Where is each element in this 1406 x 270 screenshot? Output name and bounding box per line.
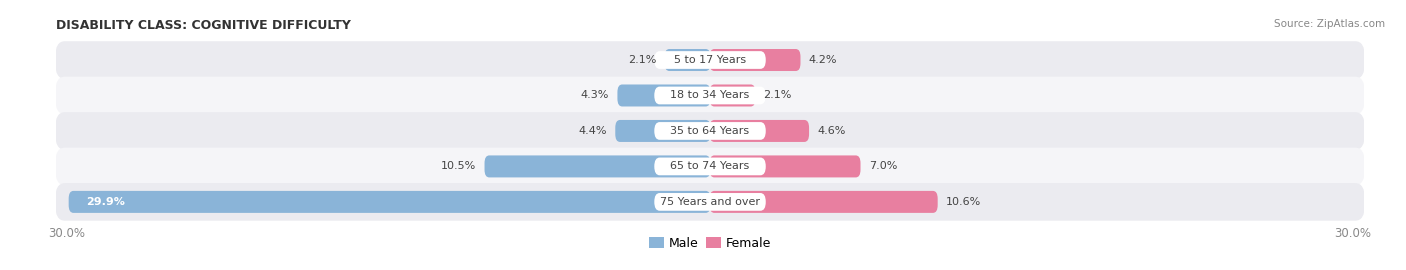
Text: 2.1%: 2.1% (628, 55, 657, 65)
FancyBboxPatch shape (654, 122, 766, 140)
FancyBboxPatch shape (616, 120, 710, 142)
Text: 4.2%: 4.2% (808, 55, 837, 65)
FancyBboxPatch shape (710, 49, 800, 71)
Text: 75 Years and over: 75 Years and over (659, 197, 761, 207)
FancyBboxPatch shape (69, 191, 710, 213)
FancyBboxPatch shape (710, 191, 938, 213)
FancyBboxPatch shape (55, 77, 1365, 114)
Text: 18 to 34 Years: 18 to 34 Years (671, 90, 749, 100)
FancyBboxPatch shape (710, 156, 860, 177)
Text: 7.0%: 7.0% (869, 161, 897, 171)
Text: 4.3%: 4.3% (581, 90, 609, 100)
FancyBboxPatch shape (654, 193, 766, 211)
Text: 65 to 74 Years: 65 to 74 Years (671, 161, 749, 171)
Text: 35 to 64 Years: 35 to 64 Years (671, 126, 749, 136)
Text: 4.4%: 4.4% (579, 126, 607, 136)
Text: 10.6%: 10.6% (946, 197, 981, 207)
Text: 4.6%: 4.6% (817, 126, 845, 136)
Text: 5 to 17 Years: 5 to 17 Years (673, 55, 747, 65)
Text: Source: ZipAtlas.com: Source: ZipAtlas.com (1274, 19, 1385, 29)
Text: DISABILITY CLASS: COGNITIVE DIFFICULTY: DISABILITY CLASS: COGNITIVE DIFFICULTY (56, 19, 352, 32)
FancyBboxPatch shape (55, 41, 1365, 79)
FancyBboxPatch shape (617, 85, 710, 106)
Legend: Male, Female: Male, Female (644, 232, 776, 255)
FancyBboxPatch shape (654, 51, 766, 69)
FancyBboxPatch shape (55, 183, 1365, 221)
FancyBboxPatch shape (710, 120, 808, 142)
FancyBboxPatch shape (485, 156, 710, 177)
FancyBboxPatch shape (55, 148, 1365, 185)
FancyBboxPatch shape (710, 85, 755, 106)
FancyBboxPatch shape (55, 112, 1365, 150)
FancyBboxPatch shape (654, 158, 766, 175)
Text: 29.9%: 29.9% (86, 197, 125, 207)
Text: 2.1%: 2.1% (763, 90, 792, 100)
FancyBboxPatch shape (665, 49, 710, 71)
Text: 10.5%: 10.5% (441, 161, 477, 171)
FancyBboxPatch shape (654, 87, 766, 104)
